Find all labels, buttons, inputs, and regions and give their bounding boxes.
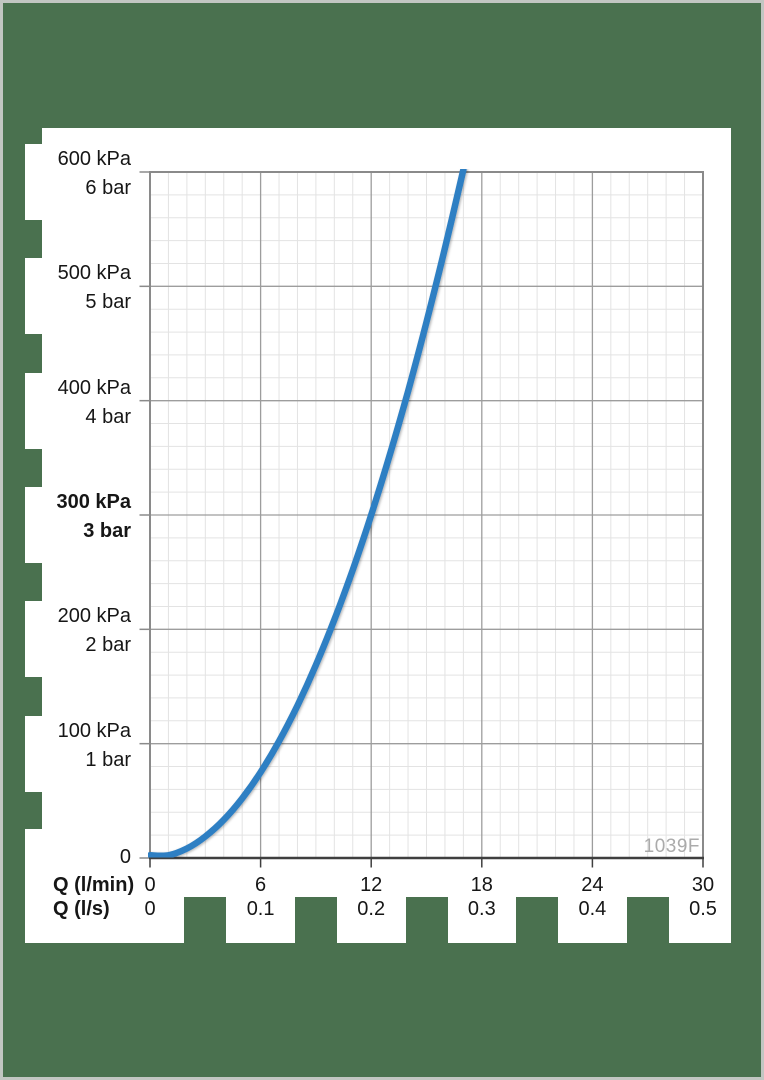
chart-panel [42,128,731,897]
left-step-tab [25,829,42,943]
x-tick-label-ls-0.1: 0.1 [246,898,275,920]
y-axis-label-300kpa: 300 kPa 3 bar [56,488,131,546]
diagram-code-watermark: 1039F [643,836,700,857]
left-step-tab [25,372,42,449]
left-step-tab [25,715,42,792]
x-label-strip [42,897,731,943]
y-axis-label-400kpa: 400 kPa 4 bar [58,374,131,432]
left-step-tab [25,601,42,678]
bar-label-line: 3 bar [83,520,131,542]
y-axis-label-100kpa: 100 kPa 1 bar [58,717,131,775]
kpa-label-line: 200 kPa [57,605,131,628]
x-axis-unit-ls: Q (l/s) [53,898,110,920]
kpa-label-line: 600 kPa [57,148,131,170]
bar-label-line: 6 bar [85,177,131,199]
kpa-label-line: 100 kPa [57,719,131,742]
x-tick-label-lmin-30: 30 [691,874,715,896]
bottom-step-notch [184,897,227,943]
kpa-label-line: 500 kPa [57,262,131,285]
kpa-label-line: 400 kPa [57,376,131,399]
x-tick-label-ls-0.4: 0.4 [578,898,607,920]
bar-label-line: 1 bar [85,748,131,771]
bottom-step-notch [405,897,448,943]
x-tick-label-lmin-18: 18 [470,874,493,896]
bar-label-line: 4 bar [85,405,131,428]
y-axis-label-600kpa: 600 kPa 6 bar [58,145,131,203]
x-axis-ticks [149,858,704,868]
x-axis-unit-lmin: Q (l/min) [53,874,135,896]
left-step-tab [25,487,42,563]
x-tick-label-lmin-6: 6 [255,874,267,896]
x-tick-label-lmin-12: 12 [360,874,383,896]
bottom-step-notch [516,897,559,943]
x-tick-label-ls-0: 0 [144,898,156,920]
bottom-step-notch [626,897,669,943]
y-axis-zero-label: 0 [119,846,131,868]
y-axis-ticks [139,171,150,859]
flow-curve [148,169,467,858]
plot-area [139,169,704,868]
major-gridlines [150,172,703,858]
y-axis-label-200kpa: 200 kPa 2 bar [58,602,131,660]
x-tick-label-lmin-24: 24 [581,874,604,896]
bottom-step-notch [294,897,337,943]
kpa-label-line: 300 kPa [56,491,131,513]
left-step-tab [25,258,42,335]
x-tick-label-ls-0.3: 0.3 [467,898,496,920]
y-axis-label-500kpa: 500 kPa 5 bar [58,259,131,317]
x-tick-label-lmin-0: 0 [144,874,156,896]
left-step-tab [25,144,42,220]
x-tick-label-ls-0.5: 0.5 [689,898,717,920]
x-tick-label-ls-0.2: 0.2 [357,898,386,920]
bar-label-line: 2 bar [85,634,131,657]
bar-label-line: 5 bar [85,291,131,314]
